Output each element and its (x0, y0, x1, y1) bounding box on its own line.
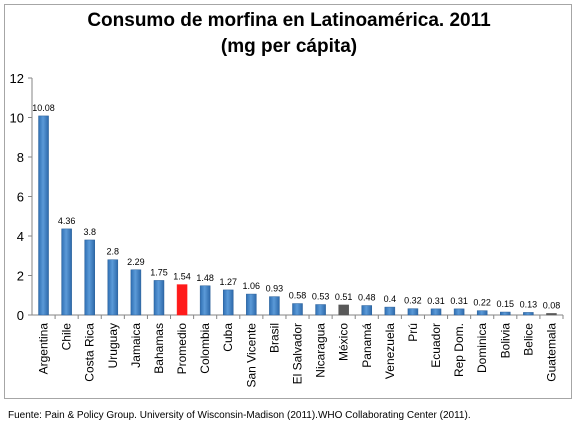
bar (338, 304, 349, 316)
data-label: 0.93 (266, 284, 284, 294)
data-label: 10.08 (32, 103, 55, 113)
data-label: 2.8 (107, 247, 120, 257)
bar (315, 304, 326, 316)
x-tick-label: Jamaica (129, 323, 143, 368)
data-label: 0.51 (335, 292, 353, 302)
x-tick-label: Venezuela (383, 323, 397, 379)
x-tick-label: Uruguay (106, 323, 120, 368)
y-tick-label: 4 (17, 229, 24, 244)
data-label: 0.58 (289, 291, 307, 301)
x-tick-label: Guatemala (544, 323, 558, 382)
chart-title-block: Consumo de morfina en Latinoamérica. 201… (0, 8, 578, 60)
data-label: 2.29 (127, 257, 145, 267)
x-tick-label: Cuba (221, 323, 235, 352)
x-tick-label: Belice (521, 323, 535, 356)
data-label: 3.8 (83, 227, 96, 237)
source-note: Fuente: Pain & Policy Group. University … (8, 410, 471, 421)
x-tick-label: Dominica (475, 323, 489, 373)
bar (107, 259, 119, 316)
data-label: 0.32 (404, 296, 422, 306)
data-label: 1.75 (150, 267, 168, 277)
x-tick-label: Chile (60, 323, 74, 351)
chart-frame (4, 4, 572, 399)
bar (476, 310, 488, 316)
x-tick-label: Rep Dom. (452, 323, 466, 377)
data-label: 0.48 (358, 293, 376, 303)
data-label: 1.48 (196, 273, 214, 283)
x-tick-label: México (337, 323, 351, 361)
data-label: 1.06 (243, 281, 261, 291)
bar (546, 313, 557, 316)
bar (453, 308, 465, 316)
bar (130, 269, 142, 316)
data-label: 1.54 (173, 272, 191, 282)
x-tick-label: San Vicente (244, 323, 258, 388)
x-tick-label: Colombia (198, 323, 212, 374)
bar (500, 311, 511, 316)
bar (38, 115, 49, 316)
x-tick-label: Argentina (37, 323, 51, 375)
data-label: 0.08 (543, 300, 561, 310)
bar (153, 280, 165, 316)
x-tick-label: Prú (406, 323, 420, 342)
bar (407, 308, 419, 316)
y-tick-label: 12 (10, 71, 24, 86)
y-tick-label: 10 (10, 111, 24, 126)
data-label: 0.4 (384, 294, 397, 304)
x-tick-label: Promedio (175, 323, 189, 375)
x-tick-label: Nicaragua (314, 323, 328, 378)
bar (361, 305, 373, 316)
data-label: 0.15 (497, 299, 515, 309)
bar (523, 312, 534, 316)
data-label: 0.31 (450, 296, 468, 306)
bar (176, 284, 188, 316)
y-tick-label: 2 (17, 269, 24, 284)
y-tick-label: 6 (17, 190, 24, 205)
bar (61, 228, 72, 316)
x-tick-label: Ecuador (429, 323, 443, 368)
bar (84, 239, 95, 316)
bar (430, 308, 442, 316)
x-tick-label: Bahamas (152, 323, 166, 374)
data-label: 0.53 (312, 292, 330, 302)
data-label: 1.27 (219, 277, 237, 287)
bar (269, 296, 280, 316)
x-tick-label: Bolivia (498, 323, 512, 359)
y-tick-label: 8 (17, 150, 24, 165)
x-tick-label: Panamá (360, 323, 374, 368)
bar (222, 289, 234, 316)
bar (292, 303, 303, 316)
chart-subtitle: (mg per cápita) (220, 36, 358, 57)
bar (384, 306, 396, 316)
y-tick-label: 0 (17, 308, 24, 323)
bar (199, 285, 211, 316)
x-tick-label: Costa Rica (83, 323, 97, 382)
x-tick-label: El Salvador (291, 323, 305, 384)
chart-title: Consumo de morfina en Latinoamérica. 201… (87, 10, 491, 31)
bar (246, 293, 257, 316)
data-label: 0.31 (427, 296, 445, 306)
data-label: 0.22 (473, 298, 491, 308)
x-tick-label: Brasil (267, 323, 281, 353)
data-label: 4.36 (58, 216, 76, 226)
data-label: 0.13 (520, 299, 538, 309)
